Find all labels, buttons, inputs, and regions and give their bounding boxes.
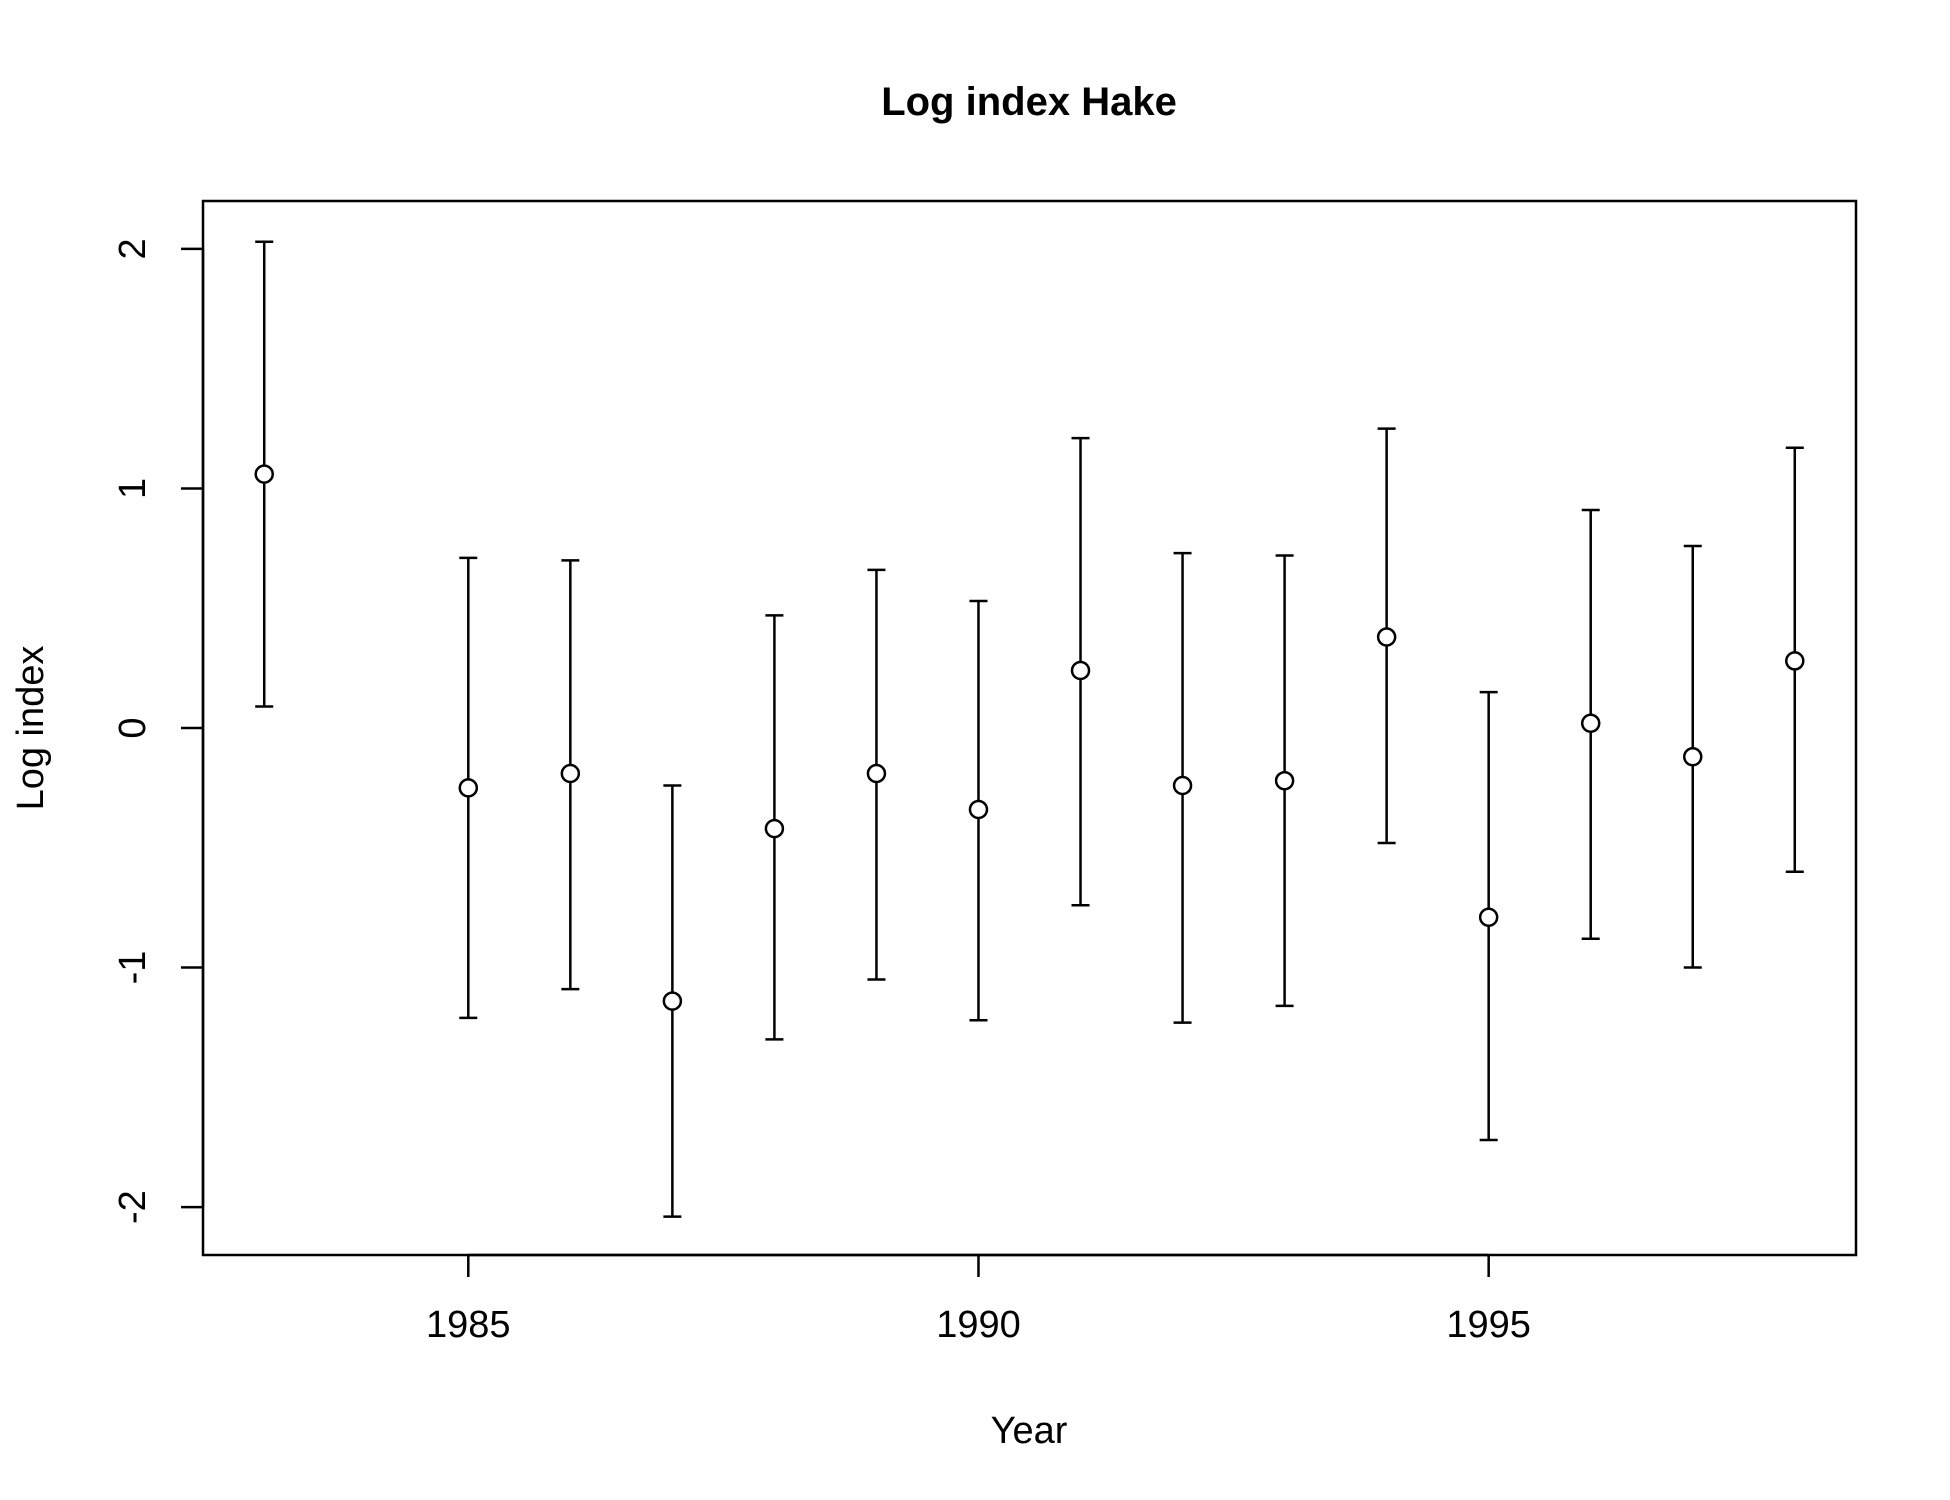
data-point [1376, 627, 1397, 647]
y-axis: -2 -1 0 1 2 [112, 238, 205, 1224]
data-point [1274, 770, 1295, 791]
chart-title: Log index Hake [881, 80, 1177, 124]
data-point [254, 464, 274, 484]
y-axis-label: Log index [10, 646, 52, 811]
y-tick-label: 1 [112, 478, 154, 499]
y-tick-label: -1 [112, 951, 154, 985]
data-point [1682, 746, 1703, 767]
x-tick-label: 1985 [426, 1304, 511, 1346]
data-points [254, 464, 1805, 1011]
y-tick-label: 0 [112, 717, 154, 738]
y-tick-label: 2 [112, 238, 154, 259]
data-point [1478, 907, 1499, 927]
data-point [1580, 713, 1601, 733]
data-point [1172, 775, 1193, 796]
x-axis: 1985 1990 1995 [426, 1253, 1531, 1346]
x-axis-label: Year [991, 1410, 1068, 1452]
x-tick-label: 1990 [936, 1304, 1021, 1346]
data-point [764, 818, 785, 839]
data-point [560, 763, 581, 784]
data-point [866, 763, 887, 784]
data-point [968, 799, 989, 820]
data-point [1070, 660, 1091, 681]
data-point [458, 778, 479, 798]
data-point [662, 991, 683, 1011]
y-tick-label: -2 [112, 1190, 154, 1224]
data-point [1785, 651, 1805, 671]
x-tick-label: 1995 [1446, 1304, 1531, 1346]
